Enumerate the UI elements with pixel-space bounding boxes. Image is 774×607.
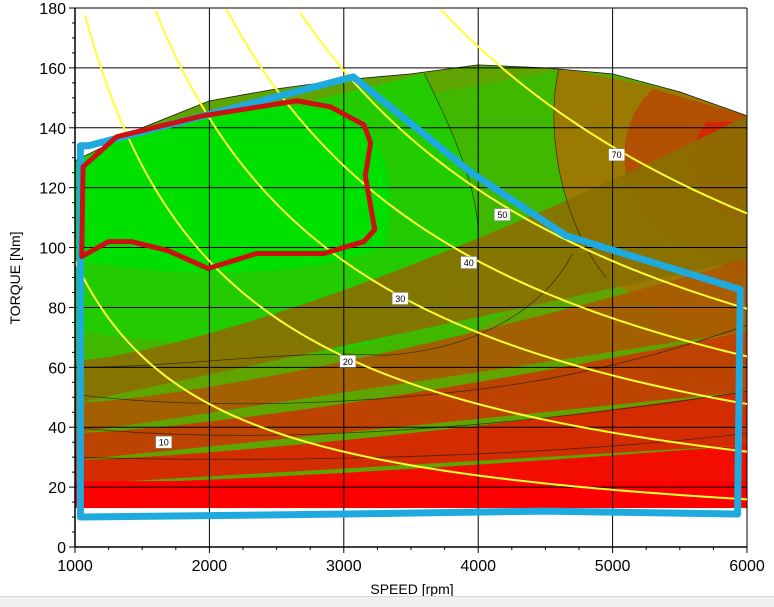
contour-line (553, 67, 607, 278)
power-line-50 (299, 11, 747, 310)
power-label-box (460, 256, 478, 269)
efficiency-band (75, 115, 747, 404)
y-tick-label: 0 (57, 540, 66, 557)
power-line-40 (225, 8, 747, 358)
y-tick-label: 140 (39, 121, 66, 138)
y-axis-title: TORQUE [Nm] (7, 231, 23, 324)
blue-outline-region (76, 73, 744, 521)
highlight-regions (76, 73, 744, 521)
max-torque-curve (74, 64, 748, 162)
x-tick-label: 5000 (595, 558, 631, 575)
power-label: 50 (497, 210, 507, 220)
x-axis-title: SPEED [rpm] (370, 581, 453, 597)
tick-labels: 1000 2000 3000 4000 5000 6000 0 20 40 60 80 100 120 1… (39, 1, 765, 575)
green-zone-4 (75, 103, 390, 273)
efficiency-band (75, 331, 747, 461)
x-tick-label: 6000 (729, 558, 765, 575)
x-tick-label: 4000 (460, 558, 496, 575)
red-outline-region (79, 98, 378, 272)
power-label: 30 (395, 294, 405, 304)
contour-line (75, 253, 573, 368)
y-tick-label: 120 (39, 181, 66, 198)
power-label-box (391, 292, 409, 305)
x-tick-label: 2000 (192, 558, 228, 575)
contour-line (75, 325, 747, 405)
efficiency-band (75, 259, 747, 434)
efficiency-band (75, 481, 747, 509)
power-label-box (608, 148, 625, 161)
power-line-20 (84, 14, 747, 453)
power-label: 10 (159, 438, 169, 448)
power-lines: 10 20 30 40 50 70 (75, 8, 747, 501)
power-label: 20 (343, 357, 353, 367)
power-label: 40 (464, 258, 474, 268)
y-tick-label: 180 (39, 1, 66, 18)
bottom-strip (0, 596, 774, 607)
y-tick-label: 60 (48, 360, 66, 377)
y-tick-label: 20 (48, 480, 66, 497)
power-label-box (494, 208, 511, 221)
axes (69, 7, 748, 553)
x-tick-label: 3000 (326, 558, 362, 575)
contour-line (424, 73, 479, 236)
power-line-70 (440, 8, 747, 215)
contour-lines (75, 67, 747, 460)
power-label-box (339, 355, 357, 368)
above-envelope (75, 8, 747, 161)
contour-line (75, 432, 747, 460)
contour-line (75, 390, 747, 436)
y-tick-label: 100 (39, 241, 66, 258)
power-line-10 (75, 260, 747, 501)
power-label-box (155, 435, 172, 449)
x-tick-label: 1000 (57, 558, 93, 575)
y-tick-label: 40 (48, 420, 66, 437)
power-line-30 (154, 10, 747, 406)
y-tick-label: 80 (48, 300, 66, 317)
power-label: 70 (612, 150, 622, 160)
y-tick-label: 160 (39, 61, 66, 78)
